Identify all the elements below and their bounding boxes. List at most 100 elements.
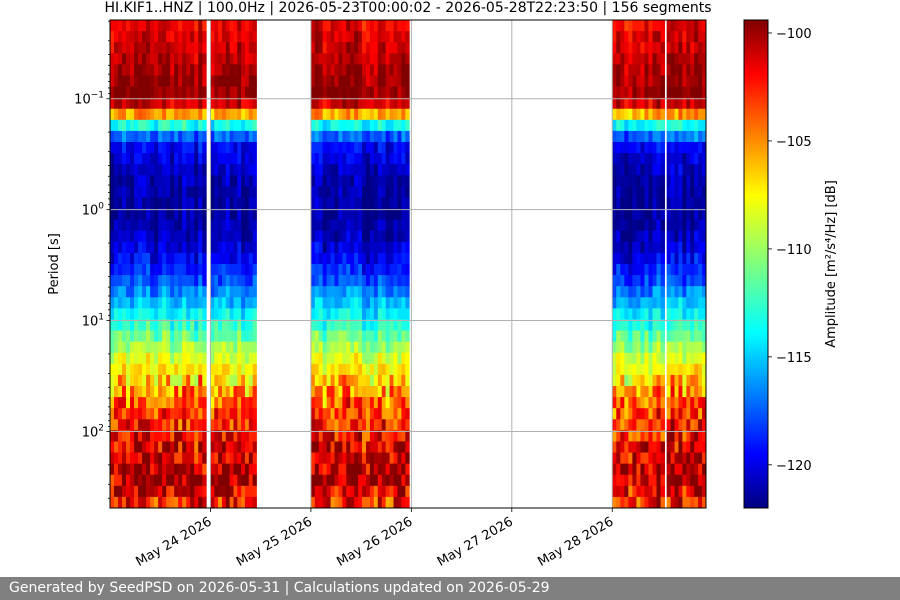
spectrogram-cell xyxy=(666,474,671,487)
spectrogram-cell xyxy=(118,208,123,221)
spectrogram-cell xyxy=(354,352,359,365)
spectrogram-cell xyxy=(652,108,657,121)
spectrogram-cell xyxy=(198,86,203,99)
spectrogram-cell xyxy=(225,252,231,265)
spectrogram-cell xyxy=(130,319,135,331)
spectrogram-cell xyxy=(190,463,195,476)
spectrogram-cell xyxy=(110,330,115,343)
spectrogram-cell xyxy=(612,275,617,287)
spectrogram-cell xyxy=(702,264,706,276)
spectrogram-cell xyxy=(114,164,119,176)
spectrogram-cell xyxy=(354,142,359,154)
spectrogram-cell xyxy=(373,175,379,187)
spectrogram-cell xyxy=(616,452,621,465)
spectrogram-cell xyxy=(326,97,331,110)
spectrogram-cell xyxy=(686,441,691,453)
spectrogram-cell xyxy=(118,20,123,32)
spectrogram-cell xyxy=(338,275,343,287)
spectrogram-cell xyxy=(389,208,394,221)
spectrogram-cell xyxy=(644,31,649,43)
spectrogram-cell xyxy=(194,286,199,298)
spectrogram-cell xyxy=(134,275,139,287)
spectrogram-cell xyxy=(648,97,653,110)
spectrogram-cell xyxy=(656,474,661,487)
spectrogram-cell xyxy=(210,175,215,187)
spectrogram-cell xyxy=(694,31,699,43)
spectrogram-cell xyxy=(122,441,127,453)
spectrogram-cell xyxy=(252,352,257,365)
spectrogram-cell xyxy=(362,474,367,487)
spectrogram-cell xyxy=(118,241,123,254)
spectrogram-cell xyxy=(373,241,379,254)
spectrogram-cell xyxy=(202,75,207,87)
spectrogram-cell xyxy=(678,175,683,187)
spectrogram-cell xyxy=(186,352,191,365)
spectrogram-cell xyxy=(334,252,339,265)
spectrogram-cell xyxy=(358,64,363,76)
spectrogram-cell xyxy=(354,386,359,398)
spectrogram-cell xyxy=(194,485,199,498)
spectrogram-cell xyxy=(210,496,215,508)
spectrogram-cell xyxy=(114,97,119,110)
spectrogram-cell xyxy=(350,219,355,232)
spectrogram-cell xyxy=(674,485,679,498)
spectrogram-cell xyxy=(616,230,621,243)
spectrogram-cell xyxy=(225,419,231,431)
spectrogram-cell xyxy=(233,474,238,487)
spectrogram-cell xyxy=(660,42,665,54)
spectrogram-cell xyxy=(373,297,379,309)
spectrogram-cell xyxy=(385,42,390,54)
spectrogram-cell xyxy=(252,474,257,487)
spectrogram-cell xyxy=(346,186,351,198)
spectrogram-cell xyxy=(244,164,250,176)
spectrogram-cell xyxy=(377,474,383,487)
spectrogram-cell xyxy=(162,119,167,132)
spectrogram-cell xyxy=(218,463,223,476)
spectrogram-cell xyxy=(389,419,394,431)
spectrogram-cell xyxy=(612,474,617,487)
spectrogram-cell xyxy=(346,86,351,99)
spectrogram-cell xyxy=(385,97,390,110)
spectrogram-cell xyxy=(122,452,127,465)
spectrogram-cell xyxy=(334,297,339,309)
spectrogram-cell xyxy=(178,42,183,54)
spectrogram-cell xyxy=(194,64,199,76)
spectrogram-cell xyxy=(698,374,703,387)
spectrogram-cell xyxy=(686,419,691,431)
spectrogram-cell xyxy=(660,153,665,165)
spectrogram-cell xyxy=(170,252,175,265)
spectrogram-cell xyxy=(198,130,203,143)
spectrogram-cell xyxy=(405,252,410,265)
spectrogram-cell xyxy=(225,219,231,232)
spectrogram-cell xyxy=(138,496,143,508)
spectrogram-cell xyxy=(612,319,617,331)
spectrogram-cell xyxy=(178,208,183,221)
x-tick-label: May 25 2026 xyxy=(234,514,315,569)
spectrogram-cell xyxy=(373,153,379,165)
spectrogram-cell xyxy=(666,286,671,298)
spectrogram-cell xyxy=(202,53,207,65)
spectrogram-cell xyxy=(381,408,387,420)
spectrogram-cell xyxy=(632,86,637,99)
spectrogram-cell xyxy=(334,97,339,110)
spectrogram-cell xyxy=(118,53,123,65)
spectrogram-cell xyxy=(636,496,641,508)
spectrogram-cell xyxy=(678,330,683,343)
spectrogram-cell xyxy=(393,319,398,331)
spectrogram-cell xyxy=(670,252,675,265)
spectrogram-cell xyxy=(640,363,645,376)
spectrogram-cell xyxy=(194,108,199,121)
spectrogram-cell xyxy=(612,463,617,476)
spectrogram-cell xyxy=(218,419,223,431)
spectrogram-cell xyxy=(401,275,406,287)
spectrogram-cell xyxy=(110,86,115,99)
spectrogram-cell xyxy=(373,208,379,221)
spectrogram-cell xyxy=(252,374,257,387)
spectrogram-cell xyxy=(326,119,331,132)
spectrogram-cell xyxy=(616,142,621,154)
spectrogram-cell xyxy=(636,86,641,99)
spectrogram-cell xyxy=(202,485,207,498)
spectrogram-cell xyxy=(385,31,390,43)
spectrogram-cell xyxy=(628,64,633,76)
spectrogram-cell xyxy=(154,319,159,331)
